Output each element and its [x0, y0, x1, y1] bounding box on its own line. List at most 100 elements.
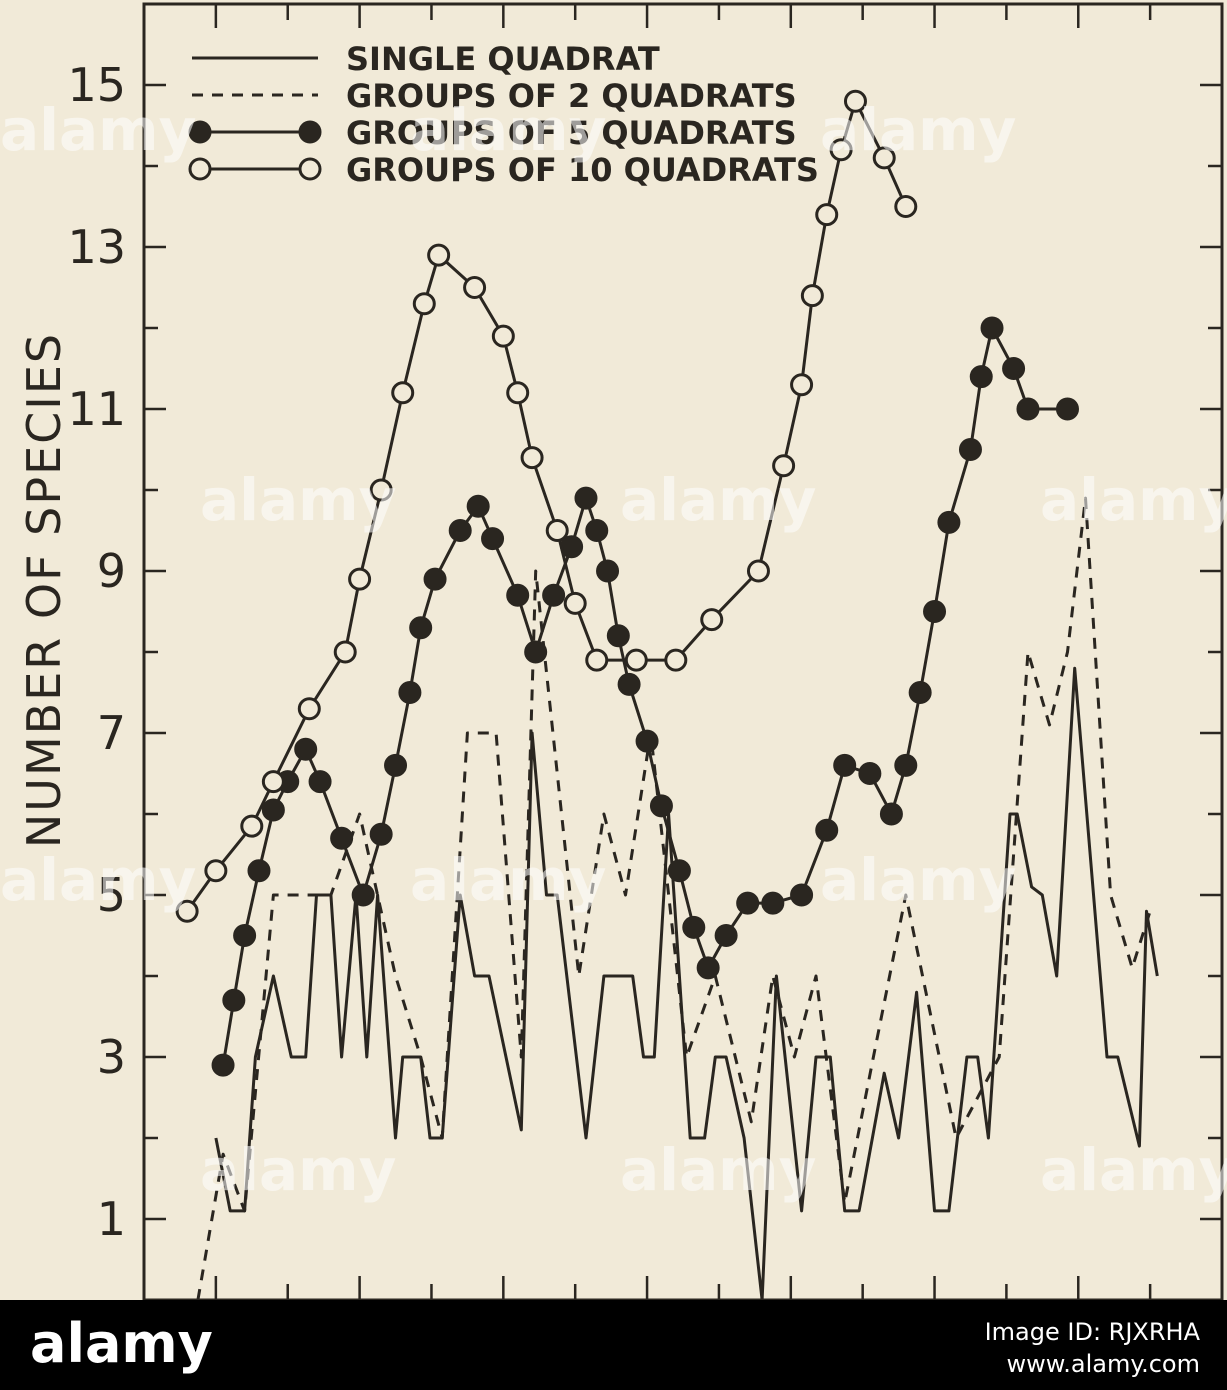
data-point [624, 648, 648, 672]
data-point [700, 608, 724, 632]
data-point [1055, 397, 1079, 421]
data-point [843, 89, 867, 113]
footer-banner: alamy Image ID: RJXRHA www.alamy.com [0, 1300, 1227, 1390]
data-point [412, 292, 436, 316]
data-point [240, 814, 264, 838]
y-tick-label: 15 [67, 58, 126, 112]
watermark-text: alamy [0, 96, 196, 164]
data-point [772, 454, 796, 478]
legend-label: GROUPS OF 10 QUADRATS [346, 151, 819, 189]
data-point [696, 956, 720, 980]
data-point [1016, 397, 1040, 421]
data-point [736, 891, 760, 915]
y-tick-label: 9 [97, 544, 126, 598]
data-point [261, 770, 285, 794]
watermark-text: alamy [0, 846, 196, 914]
data-point [937, 510, 961, 534]
data-point [560, 535, 584, 559]
data-point [894, 195, 918, 218]
data-point [872, 146, 896, 170]
data-point [682, 915, 706, 939]
watermark-text: alamy [820, 846, 1016, 914]
banner-image-id: Image ID: RJXRHA [985, 1318, 1201, 1346]
data-point [351, 883, 375, 907]
data-point [894, 753, 918, 777]
data-point [384, 753, 408, 777]
y-tick-label: 3 [97, 1030, 126, 1084]
data-point [506, 381, 530, 405]
data-point [980, 316, 1004, 340]
data-point [542, 583, 566, 607]
data-point [520, 446, 544, 470]
data-point [369, 822, 393, 846]
data-point [879, 802, 903, 826]
data-point [596, 559, 620, 583]
watermark-text: alamy [1040, 466, 1227, 534]
data-point [908, 681, 932, 704]
data-point [585, 648, 609, 672]
legend-marker [298, 120, 322, 144]
data-point [969, 365, 993, 389]
data-point [506, 583, 530, 607]
data-point [667, 859, 691, 883]
data-point [481, 527, 505, 551]
legend-label: SINGLE QUADRAT [346, 40, 660, 78]
data-point [815, 818, 839, 842]
y-tick-label: 7 [97, 706, 126, 760]
data-point [297, 697, 321, 721]
data-point [585, 519, 609, 542]
banner-background [0, 1300, 1227, 1390]
banner-url: www.alamy.com [1007, 1350, 1200, 1378]
data-point [800, 284, 824, 308]
data-point [369, 478, 393, 502]
watermark-text: alamy [200, 1136, 396, 1204]
series-line [214, 666, 1159, 1300]
data-point [761, 891, 785, 915]
data-point [247, 859, 271, 883]
data-point [330, 826, 354, 850]
data-point [448, 519, 472, 542]
legend-marker [188, 120, 212, 144]
data-point [746, 559, 770, 583]
data-point [664, 648, 688, 672]
y-axis-label: NUMBER OF SPECIES [17, 332, 71, 848]
data-point [606, 624, 630, 648]
data-point [409, 616, 433, 640]
data-point [222, 988, 246, 1012]
data-point [491, 324, 515, 348]
watermark-text: alamy [820, 96, 1016, 164]
data-point [261, 798, 285, 822]
data-point [617, 672, 641, 696]
y-tick-label: 11 [67, 382, 126, 436]
banner-logo: alamy [30, 1312, 213, 1375]
data-point [563, 591, 587, 615]
legend-marker [188, 157, 212, 181]
data-point [858, 762, 882, 785]
data-point [524, 640, 548, 664]
watermark-text: alamy [410, 846, 606, 914]
y-tick-label: 5 [97, 868, 126, 922]
y-tick-label: 1 [97, 1192, 126, 1246]
data-point [333, 640, 357, 664]
watermark-text: alamy [410, 96, 606, 164]
data-point [790, 373, 814, 397]
series-3 [211, 316, 1079, 1077]
data-point [815, 203, 839, 227]
data-point [391, 381, 415, 405]
data-point [958, 438, 982, 461]
data-point [348, 567, 372, 591]
data-point [398, 681, 422, 704]
data-point [294, 737, 318, 761]
data-point [175, 899, 199, 923]
data-point [204, 859, 228, 883]
legend-marker [298, 157, 322, 181]
data-point [790, 883, 814, 907]
data-point [466, 494, 490, 518]
data-point [308, 770, 332, 794]
data-point [463, 276, 487, 299]
data-point [649, 794, 673, 818]
axis-ticks [144, 4, 1222, 1300]
data-point [714, 924, 738, 947]
